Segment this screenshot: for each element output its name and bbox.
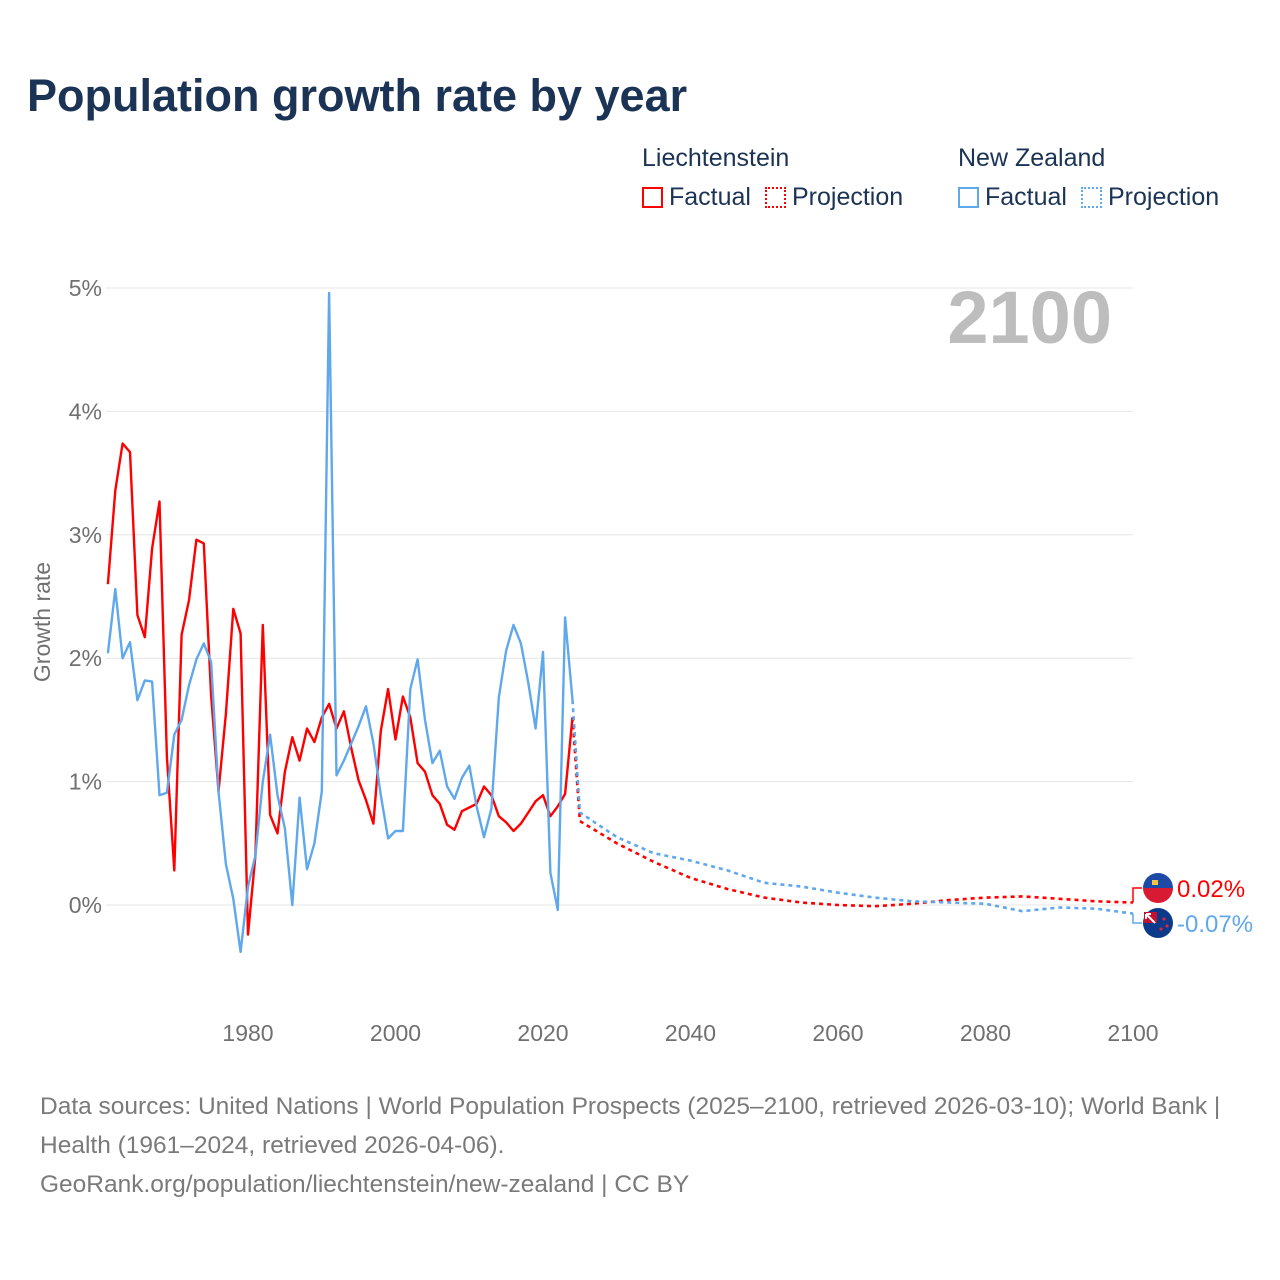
legend-new-zealand-projection[interactable]: Projection xyxy=(1080,183,1220,212)
liechtenstein-flag-icon xyxy=(1143,888,1173,903)
union-jack-icon xyxy=(1145,913,1156,924)
dotted-swatch-icon xyxy=(1080,187,1102,208)
liechtenstein-factual-line xyxy=(106,442,574,936)
legend-label: Factual xyxy=(669,183,751,211)
x-tick-label: 1980 xyxy=(222,1020,273,1046)
legend-liechtenstein-factual[interactable]: Factual xyxy=(642,183,751,212)
y-tick-label: 3% xyxy=(69,522,102,548)
solid-swatch-icon xyxy=(958,187,979,208)
legend-label: Factual xyxy=(985,183,1067,211)
legend-new-zealand-factual[interactable]: Factual xyxy=(958,183,1067,212)
liechtenstein-end-label: 0.02% xyxy=(1177,876,1245,903)
y-axis-title: Growth rate xyxy=(29,562,55,682)
year-overlay: 2100 xyxy=(947,276,1112,359)
new-zealand-factual-line xyxy=(106,291,574,954)
x-tick-label: 2040 xyxy=(665,1020,716,1046)
legend-country-name: Liechtenstein xyxy=(642,144,790,172)
y-tick-label: 2% xyxy=(69,645,102,671)
star-icon xyxy=(1165,924,1169,928)
y-tick-label: 4% xyxy=(69,398,102,424)
legend-country-name: New Zealand xyxy=(958,144,1106,172)
new-zealand-projection-line xyxy=(571,700,1134,915)
legend-liechtenstein-projection[interactable]: Projection xyxy=(764,183,904,212)
solid-swatch-icon xyxy=(642,187,663,208)
x-tick-label: 2000 xyxy=(370,1020,421,1046)
liechtenstein-projection-line xyxy=(571,717,1134,908)
data-sources: Data sources: United Nations | World Pop… xyxy=(40,1093,1221,1159)
star-icon xyxy=(1159,927,1163,931)
legend-label: Projection xyxy=(1107,183,1220,211)
chart-title: Population growth rate by year xyxy=(27,70,688,121)
new-zealand-end-label: -0.07% xyxy=(1177,911,1253,938)
footer: Data sources: United Nations | World Pop… xyxy=(40,1087,1240,1204)
x-tick-label: 2020 xyxy=(517,1020,568,1046)
chart-plot: 0% 1% 2% 3% 4% 5% 1980 2000 2020 2040 2060 2080 2100… xyxy=(29,275,1253,1046)
legend-new-zealand: New Zealand Factual Projection xyxy=(958,144,1219,212)
legend-liechtenstein: Liechtenstein Factual Projection xyxy=(642,144,903,212)
crown-icon xyxy=(1152,880,1158,885)
x-tick-label: 2060 xyxy=(812,1020,863,1046)
y-tick-label: 5% xyxy=(69,275,102,301)
x-tick-label: 2080 xyxy=(960,1020,1011,1046)
y-tick-label: 1% xyxy=(69,769,102,795)
liechtenstein-end-connector xyxy=(1132,887,1142,903)
legend-label: Projection xyxy=(791,183,904,211)
y-tick-label: 0% xyxy=(69,892,102,918)
dotted-swatch-icon xyxy=(764,187,786,208)
source-link[interactable]: GeoRank.org/population/liechtenstein/new… xyxy=(40,1171,690,1198)
star-icon xyxy=(1162,917,1166,921)
new-zealand-end-connector xyxy=(1132,913,1142,924)
x-tick-label: 2100 xyxy=(1107,1020,1158,1046)
